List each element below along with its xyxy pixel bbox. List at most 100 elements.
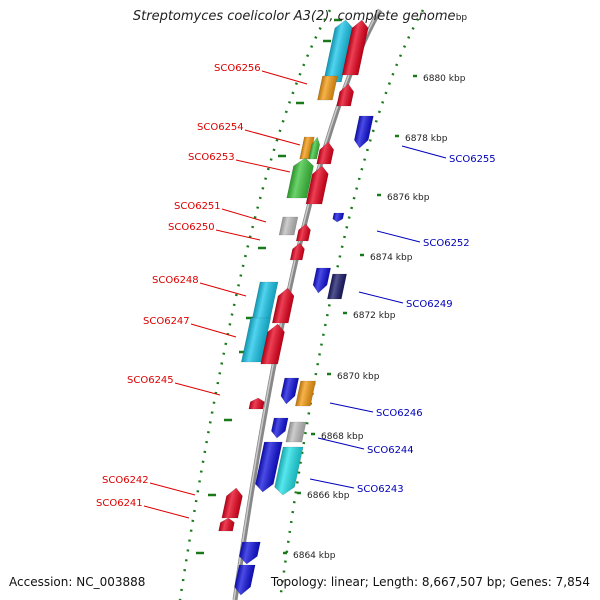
gene-label-reverse[interactable]: SCO6246 xyxy=(376,408,423,419)
gene-glyph[interactable] xyxy=(295,380,316,407)
gene-shading xyxy=(286,158,314,198)
gene-shading xyxy=(279,217,298,235)
gene-glyph[interactable] xyxy=(286,157,316,199)
gene-shading xyxy=(342,20,369,75)
gene-layer xyxy=(218,19,374,596)
gene-shading xyxy=(234,565,256,595)
title-text: Streptomyces coelicolor A3(2), complete … xyxy=(132,9,456,24)
gene-glyph[interactable] xyxy=(285,421,307,443)
tick-label: 6870 kbp xyxy=(337,372,380,382)
gene-shading xyxy=(239,542,261,564)
tick-label: 6872 kbp xyxy=(353,311,396,321)
tick-layer: 6864 kbp 6866 kbp 6868 kbp 6870 kbp 6872 kbp… xyxy=(196,18,466,561)
gene-shading xyxy=(251,282,279,320)
gene-label-forward[interactable]: SCO6254 xyxy=(197,122,244,133)
gene-shading xyxy=(313,268,331,293)
gene-label-reverse[interactable]: SCO6249 xyxy=(406,299,453,310)
gene-shading xyxy=(260,324,285,364)
gene-glyph[interactable] xyxy=(308,136,322,160)
gene-glyph[interactable] xyxy=(248,397,265,410)
gene-glyph[interactable] xyxy=(317,75,338,101)
gene-glyph[interactable] xyxy=(327,273,347,300)
gene-shading xyxy=(308,137,320,159)
gene-glyph[interactable] xyxy=(305,165,330,205)
gene-label-forward[interactable]: SCO6245 xyxy=(127,375,174,386)
gene-label-forward[interactable]: SCO6253 xyxy=(188,152,235,163)
gene-shading xyxy=(271,418,289,438)
map-title: Streptomyces coelicolor A3(2), complete … xyxy=(0,9,600,24)
leader-line xyxy=(221,208,267,223)
gene-glyph[interactable] xyxy=(278,216,299,236)
leader-line xyxy=(149,482,196,496)
leader-line xyxy=(401,145,447,159)
gene-glyph[interactable] xyxy=(270,417,289,439)
gene-glyph[interactable] xyxy=(273,446,304,496)
outer-tick-rail-right xyxy=(278,9,425,600)
leader-line xyxy=(261,70,308,85)
summary-text: Topology: linear; Length: 8,667,507 bp; … xyxy=(270,575,590,589)
gene-shading xyxy=(354,116,374,148)
leader-line xyxy=(215,229,261,241)
gene-glyph[interactable] xyxy=(233,564,256,596)
gene-shading xyxy=(272,288,295,323)
tick-label: 6866 kbp xyxy=(307,491,350,501)
gene-label-reverse[interactable]: SCO6244 xyxy=(367,445,414,456)
label-layer: SCO6256 SCO6254 SCO6253 SCO6251 SCO6250 SCO62… xyxy=(96,63,496,519)
gene-shading xyxy=(221,488,243,518)
leader-line xyxy=(174,382,221,396)
gene-glyph[interactable] xyxy=(311,267,331,294)
tick-label: 6864 kbp xyxy=(293,551,336,561)
gene-glyph[interactable] xyxy=(251,281,279,321)
gene-shading xyxy=(218,518,235,531)
tick-label: 6878 kbp xyxy=(405,134,448,144)
leader-line xyxy=(376,230,421,243)
gene-glyph[interactable] xyxy=(241,317,271,363)
gene-label-forward[interactable]: SCO6241 xyxy=(96,498,143,509)
gene-glyph[interactable] xyxy=(295,223,312,242)
gene-shading xyxy=(316,142,334,164)
gene-label-forward[interactable]: SCO6251 xyxy=(174,201,221,212)
gene-glyph[interactable] xyxy=(353,115,374,149)
gene-label-forward[interactable]: SCO6250 xyxy=(168,222,215,233)
gene-shading xyxy=(280,378,299,404)
gene-shading xyxy=(290,243,305,260)
gene-label-reverse[interactable]: SCO6243 xyxy=(357,484,404,495)
gene-glyph[interactable] xyxy=(316,141,336,165)
gene-shading xyxy=(323,20,353,82)
tick-label: 6874 kbp xyxy=(370,253,413,263)
gene-label-forward[interactable]: SCO6248 xyxy=(152,275,199,286)
gene-shading xyxy=(332,213,344,222)
gene-shading xyxy=(296,224,311,241)
leader-line xyxy=(329,402,374,413)
gene-label-forward[interactable]: SCO6242 xyxy=(102,475,149,486)
gene-shading xyxy=(327,274,347,299)
leader-line xyxy=(358,291,404,304)
gene-shading xyxy=(317,76,338,100)
gene-label-reverse[interactable]: SCO6255 xyxy=(449,154,496,165)
gene-glyph[interactable] xyxy=(238,541,261,565)
gene-shading xyxy=(241,318,271,362)
gene-glyph[interactable] xyxy=(218,517,236,532)
gene-shading xyxy=(305,166,329,204)
gene-glyph[interactable] xyxy=(271,287,295,324)
gene-glyph[interactable] xyxy=(336,83,356,107)
gene-glyph[interactable] xyxy=(260,323,287,365)
gene-glyph[interactable] xyxy=(279,377,300,405)
gene-shading xyxy=(336,84,354,106)
gene-shading xyxy=(295,381,316,406)
gene-label-forward[interactable]: SCO6247 xyxy=(143,316,190,327)
gene-label-reverse[interactable]: SCO6252 xyxy=(423,238,470,249)
leader-line xyxy=(317,437,365,450)
accession-text: Accession: NC_003888 xyxy=(9,575,146,589)
gene-glyph[interactable] xyxy=(332,212,345,223)
gene-glyph[interactable] xyxy=(254,441,283,493)
title-fragment: bp xyxy=(455,13,468,23)
gene-glyph[interactable] xyxy=(221,487,244,519)
leader-line xyxy=(309,478,355,489)
outer-tick-rail-left xyxy=(178,9,332,600)
gene-glyph[interactable] xyxy=(289,242,306,261)
tick-label: 6868 kbp xyxy=(321,432,364,442)
gene-label-forward[interactable]: SCO6256 xyxy=(214,63,261,74)
gene-glyph[interactable] xyxy=(341,19,370,76)
leader-line xyxy=(199,282,247,297)
